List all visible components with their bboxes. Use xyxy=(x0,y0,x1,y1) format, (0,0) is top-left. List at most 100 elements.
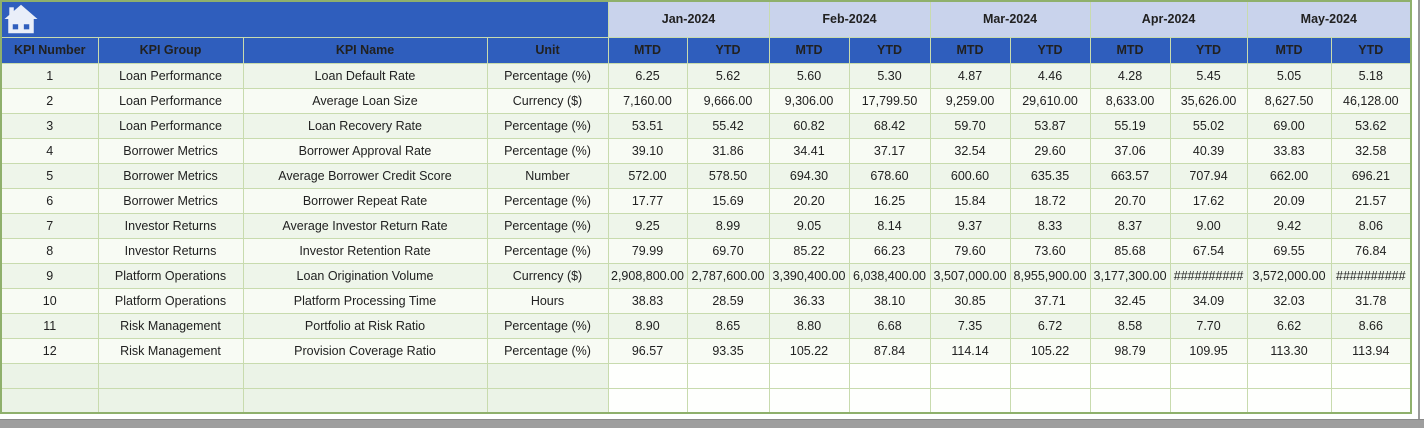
kpi-unit-cell[interactable]: Percentage (%) xyxy=(486,212,609,239)
kpi-value-cell[interactable]: 635.35 xyxy=(1009,162,1091,189)
empty-cell[interactable] xyxy=(929,387,1011,414)
kpi-value-cell[interactable]: 9,666.00 xyxy=(686,87,770,114)
kpi-value-cell[interactable]: 5.62 xyxy=(686,62,770,89)
kpi-name-cell[interactable]: Loan Default Rate xyxy=(242,62,488,89)
kpi-value-cell[interactable]: 9.25 xyxy=(607,212,688,239)
sub-header-jan-2024-ytd[interactable]: YTD xyxy=(686,36,770,64)
kpi-value-cell[interactable]: 32.03 xyxy=(1246,287,1332,314)
kpi-number-cell[interactable]: 4 xyxy=(0,137,99,164)
kpi-value-cell[interactable]: 5.30 xyxy=(848,62,931,89)
kpi-value-cell[interactable]: 9,306.00 xyxy=(768,87,850,114)
kpi-value-cell[interactable]: 109.95 xyxy=(1169,337,1248,364)
kpi-value-cell[interactable]: 93.35 xyxy=(686,337,770,364)
empty-cell[interactable] xyxy=(0,387,99,414)
column-header-unit[interactable]: Unit xyxy=(486,36,609,64)
kpi-value-cell[interactable]: 55.19 xyxy=(1089,112,1171,139)
kpi-value-cell[interactable]: 572.00 xyxy=(607,162,688,189)
kpi-group-cell[interactable]: Platform Operations xyxy=(97,262,244,289)
kpi-value-cell[interactable]: 28.59 xyxy=(686,287,770,314)
month-header-jan-2024[interactable]: Jan-2024 xyxy=(607,0,770,38)
kpi-value-cell[interactable]: 9.42 xyxy=(1246,212,1332,239)
sub-header-feb-2024-mtd[interactable]: MTD xyxy=(768,36,850,64)
kpi-number-cell[interactable]: 9 xyxy=(0,262,99,289)
kpi-value-cell[interactable]: ########## xyxy=(1330,262,1412,289)
sub-header-apr-2024-ytd[interactable]: YTD xyxy=(1169,36,1248,64)
kpi-value-cell[interactable]: 3,507,000.00 xyxy=(929,262,1011,289)
kpi-group-cell[interactable]: Investor Returns xyxy=(97,237,244,264)
column-header-kpi-number[interactable]: KPI Number xyxy=(0,36,99,64)
kpi-value-cell[interactable]: 55.42 xyxy=(686,112,770,139)
empty-cell[interactable] xyxy=(242,387,488,414)
kpi-unit-cell[interactable]: Hours xyxy=(486,287,609,314)
kpi-name-cell[interactable]: Average Loan Size xyxy=(242,87,488,114)
kpi-value-cell[interactable]: 96.57 xyxy=(607,337,688,364)
empty-cell[interactable] xyxy=(1330,387,1412,414)
kpi-value-cell[interactable]: 31.86 xyxy=(686,137,770,164)
kpi-value-cell[interactable]: 578.50 xyxy=(686,162,770,189)
kpi-value-cell[interactable]: 33.83 xyxy=(1246,137,1332,164)
kpi-value-cell[interactable]: 113.94 xyxy=(1330,337,1412,364)
kpi-value-cell[interactable]: 7.70 xyxy=(1169,312,1248,339)
banner-home-cell[interactable] xyxy=(0,0,609,38)
sub-header-apr-2024-mtd[interactable]: MTD xyxy=(1089,36,1171,64)
kpi-unit-cell[interactable]: Percentage (%) xyxy=(486,312,609,339)
kpi-value-cell[interactable]: 5.18 xyxy=(1330,62,1412,89)
kpi-value-cell[interactable]: 66.23 xyxy=(848,237,931,264)
kpi-value-cell[interactable]: 37.17 xyxy=(848,137,931,164)
kpi-value-cell[interactable]: 8,627.50 xyxy=(1246,87,1332,114)
kpi-group-cell[interactable]: Loan Performance xyxy=(97,87,244,114)
empty-cell[interactable] xyxy=(97,362,244,389)
month-header-feb-2024[interactable]: Feb-2024 xyxy=(768,0,931,38)
kpi-value-cell[interactable]: 2,787,600.00 xyxy=(686,262,770,289)
empty-cell[interactable] xyxy=(1246,387,1332,414)
empty-cell[interactable] xyxy=(0,362,99,389)
kpi-number-cell[interactable]: 12 xyxy=(0,337,99,364)
kpi-value-cell[interactable]: ########## xyxy=(1169,262,1248,289)
empty-cell[interactable] xyxy=(848,362,931,389)
kpi-unit-cell[interactable]: Percentage (%) xyxy=(486,237,609,264)
kpi-value-cell[interactable]: 18.72 xyxy=(1009,187,1091,214)
kpi-group-cell[interactable]: Borrower Metrics xyxy=(97,162,244,189)
kpi-value-cell[interactable]: 69.55 xyxy=(1246,237,1332,264)
kpi-unit-cell[interactable]: Percentage (%) xyxy=(486,62,609,89)
kpi-value-cell[interactable]: 73.60 xyxy=(1009,237,1091,264)
kpi-unit-cell[interactable]: Percentage (%) xyxy=(486,337,609,364)
empty-cell[interactable] xyxy=(768,362,850,389)
kpi-value-cell[interactable]: 6.25 xyxy=(607,62,688,89)
empty-cell[interactable] xyxy=(1330,362,1412,389)
kpi-value-cell[interactable]: 9.00 xyxy=(1169,212,1248,239)
empty-cell[interactable] xyxy=(486,362,609,389)
kpi-value-cell[interactable]: 8.90 xyxy=(607,312,688,339)
kpi-value-cell[interactable]: 53.87 xyxy=(1009,112,1091,139)
kpi-unit-cell[interactable]: Percentage (%) xyxy=(486,112,609,139)
kpi-value-cell[interactable]: 46,128.00 xyxy=(1330,87,1412,114)
empty-cell[interactable] xyxy=(848,387,931,414)
kpi-value-cell[interactable]: 17.77 xyxy=(607,187,688,214)
empty-cell[interactable] xyxy=(486,387,609,414)
kpi-value-cell[interactable]: 3,390,400.00 xyxy=(768,262,850,289)
kpi-value-cell[interactable]: 29,610.00 xyxy=(1009,87,1091,114)
kpi-value-cell[interactable]: 98.79 xyxy=(1089,337,1171,364)
kpi-value-cell[interactable]: 8,955,900.00 xyxy=(1009,262,1091,289)
kpi-group-cell[interactable]: Risk Management xyxy=(97,312,244,339)
kpi-value-cell[interactable]: 79.99 xyxy=(607,237,688,264)
kpi-value-cell[interactable]: 4.87 xyxy=(929,62,1011,89)
kpi-name-cell[interactable]: Portfolio at Risk Ratio xyxy=(242,312,488,339)
kpi-value-cell[interactable]: 8.65 xyxy=(686,312,770,339)
kpi-number-cell[interactable]: 10 xyxy=(0,287,99,314)
kpi-value-cell[interactable]: 8.06 xyxy=(1330,212,1412,239)
horizontal-scrollbar[interactable] xyxy=(0,419,1424,428)
kpi-value-cell[interactable]: 4.46 xyxy=(1009,62,1091,89)
kpi-value-cell[interactable]: 29.60 xyxy=(1009,137,1091,164)
kpi-value-cell[interactable]: 35,626.00 xyxy=(1169,87,1248,114)
kpi-value-cell[interactable]: 8.58 xyxy=(1089,312,1171,339)
kpi-group-cell[interactable]: Risk Management xyxy=(97,337,244,364)
empty-cell[interactable] xyxy=(1009,362,1091,389)
kpi-value-cell[interactable]: 60.82 xyxy=(768,112,850,139)
kpi-value-cell[interactable]: 32.54 xyxy=(929,137,1011,164)
kpi-value-cell[interactable]: 79.60 xyxy=(929,237,1011,264)
kpi-value-cell[interactable]: 34.09 xyxy=(1169,287,1248,314)
kpi-value-cell[interactable]: 85.68 xyxy=(1089,237,1171,264)
kpi-number-cell[interactable]: 2 xyxy=(0,87,99,114)
kpi-value-cell[interactable]: 3,572,000.00 xyxy=(1246,262,1332,289)
